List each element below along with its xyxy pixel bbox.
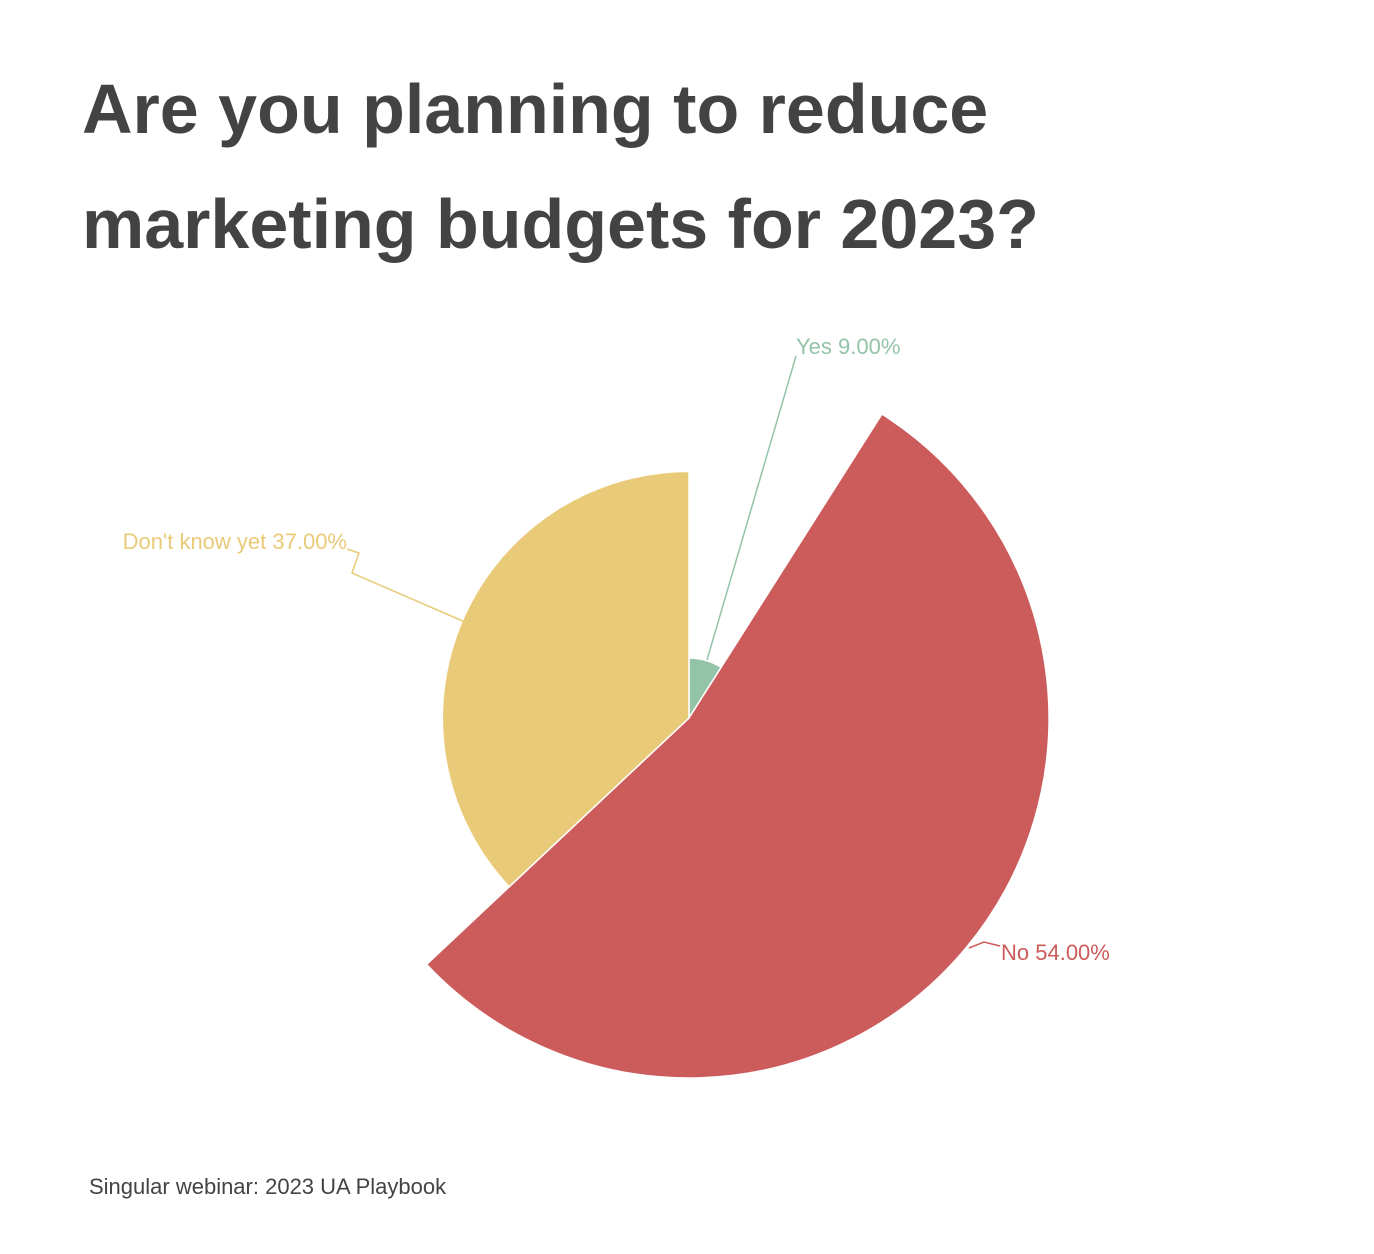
source-caption: Singular webinar: 2023 UA Playbook	[89, 1174, 447, 1199]
leader-line-no	[968, 941, 1001, 949]
slice-label-no: No 54.00%	[1001, 940, 1110, 965]
pie-slice-no	[425, 413, 1050, 1079]
slice-label-don-t-know-yet: Don't know yet 37.00%	[123, 529, 347, 554]
leader-line-yes	[706, 355, 797, 661]
leader-line-don-t-know-yet	[346, 548, 466, 623]
title-line-1: Are you planning to reduce	[82, 70, 989, 148]
slice-label-yes: Yes 9.00%	[796, 334, 900, 359]
title-line-2: marketing budgets for 2023?	[82, 185, 1039, 263]
page-title: Are you planning to reduce marketing bud…	[82, 52, 1282, 282]
pie-slice-don-t-know-yet	[441, 470, 690, 888]
